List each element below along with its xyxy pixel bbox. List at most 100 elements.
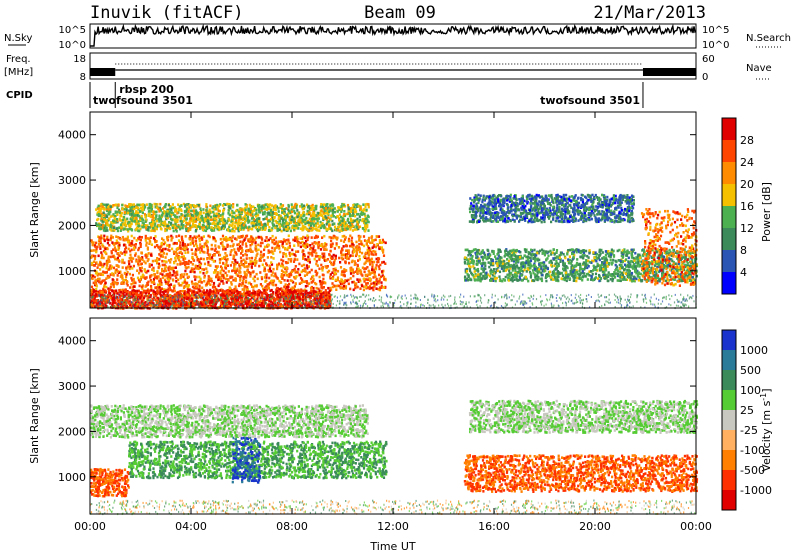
scatter-cell: [304, 288, 307, 292]
scatter-cell: [103, 271, 106, 274]
scatter-cell: [335, 288, 338, 291]
scatter-cell: [129, 286, 132, 289]
scatter-cell: [184, 269, 187, 273]
scatter-cell: [240, 246, 243, 249]
scatter-cell: [203, 291, 206, 295]
scatter-cell: [212, 260, 215, 263]
scatter-cell: [281, 244, 284, 247]
scatter-cell: [251, 205, 254, 208]
scatter-cell: [164, 203, 167, 206]
scatter-cell: [192, 240, 195, 243]
scatter-cell: [274, 236, 277, 240]
freq-label: Freq.: [6, 54, 31, 65]
scatter-cell: [368, 286, 371, 289]
scatter-cell: [349, 269, 352, 273]
scatter-cell: [122, 279, 125, 282]
scatter-cell: [249, 249, 252, 252]
scatter-cell: [243, 215, 246, 218]
scatter-cell: [363, 267, 366, 270]
scatter-cell: [108, 266, 111, 270]
scatter-cell: [117, 241, 120, 245]
scatter-cell: [290, 257, 293, 261]
scatter-cell: [110, 267, 113, 270]
scatter-cell: [339, 286, 342, 290]
scatter-cell: [179, 263, 182, 266]
scatter-cell: [291, 270, 294, 273]
scatter-cell: [373, 243, 376, 247]
scatter-cell: [214, 285, 217, 289]
scatter-cell: [331, 257, 334, 260]
scatter-cell: [336, 284, 339, 288]
scatter-cell: [241, 249, 244, 252]
scatter-cell: [140, 269, 143, 273]
scatter-cell: [245, 293, 248, 297]
scatter-cell: [333, 273, 336, 276]
scatter-cell: [377, 257, 380, 260]
scatter-cell: [170, 237, 173, 240]
scatter-cell: [137, 262, 140, 265]
scatter-cell: [160, 287, 163, 290]
scatter-cell: [353, 260, 356, 263]
scatter-cell: [226, 243, 229, 247]
scatter-cell: [157, 245, 160, 249]
scatter-cell: [359, 235, 362, 238]
scatter-cell: [363, 280, 366, 283]
scatter-cell: [222, 276, 225, 280]
scatter-cell: [203, 299, 206, 302]
scatter-cell: [341, 235, 344, 238]
scatter-cell: [367, 215, 370, 219]
scatter-cell: [330, 239, 333, 243]
scatter-cell: [244, 236, 247, 240]
scatter-cell: [141, 256, 144, 259]
scatter-cell: [199, 263, 202, 267]
scatter-cell: [166, 290, 170, 294]
scatter-cell: [146, 283, 150, 286]
scatter-cell: [175, 254, 178, 258]
scatter-cell: [378, 288, 382, 292]
scatter-cell: [209, 204, 212, 208]
scatter-cell: [284, 252, 287, 256]
scatter-cell: [343, 234, 346, 238]
scatter-cell: [177, 282, 180, 285]
scatter-cell: [281, 290, 284, 294]
scatter-cell: [241, 240, 244, 244]
scatter-cell: [167, 266, 170, 270]
scatter-cell: [174, 274, 177, 278]
scatter-cell: [130, 248, 133, 252]
scatter-cell: [336, 276, 340, 279]
scatter-cell: [267, 287, 270, 290]
scatter-cell: [315, 273, 318, 277]
scatter-cell: [305, 212, 308, 216]
freq-band-start: [90, 68, 116, 76]
scatter-cell: [208, 256, 211, 260]
scatter-cell: [378, 246, 381, 249]
scatter-cell: [242, 254, 245, 257]
scatter-cell: [307, 235, 310, 239]
scatter-cell: [106, 260, 109, 264]
scatter-cell: [344, 286, 347, 290]
scatter-cell: [348, 261, 351, 265]
scatter-cell: [231, 244, 235, 248]
scatter-cell: [189, 270, 192, 274]
scatter-cell: [106, 264, 109, 267]
scatter-cell: [247, 271, 250, 274]
scatter-cell: [133, 280, 136, 284]
scatter-cell: [265, 285, 268, 288]
scatter-cell: [258, 264, 261, 268]
scatter-cell: [108, 243, 111, 247]
scatter-cell: [312, 278, 315, 281]
scatter-cell: [194, 278, 197, 281]
scatter-cell: [100, 256, 103, 260]
scatter-cell: [277, 295, 280, 299]
scatter-cell: [335, 242, 338, 245]
scatter-cell: [261, 255, 264, 259]
scatter-cell: [91, 293, 94, 296]
scatter-cell: [152, 237, 156, 240]
scatter-cell: [240, 298, 243, 302]
scatter-cell: [178, 234, 181, 238]
scatter-cell: [176, 263, 179, 266]
scatter-cell: [199, 262, 203, 266]
scatter-cell: [214, 244, 217, 247]
scatter-cell: [332, 261, 336, 264]
scatter-cell: [112, 274, 115, 277]
